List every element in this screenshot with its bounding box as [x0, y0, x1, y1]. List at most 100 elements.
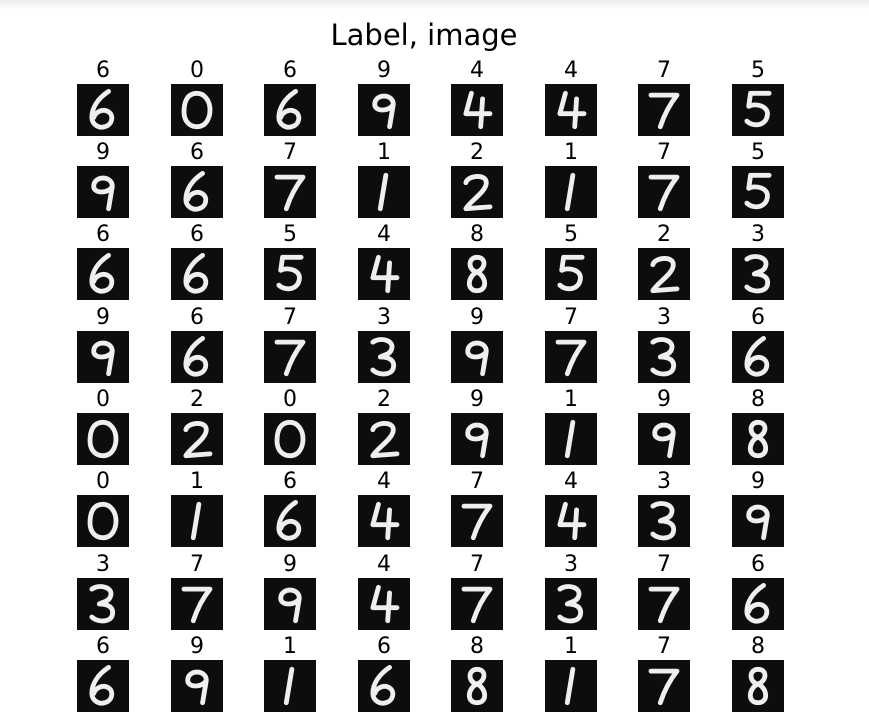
handwritten-digit-2	[463, 174, 493, 212]
handwritten-digit-9	[465, 422, 489, 459]
digit-image	[732, 495, 784, 547]
handwritten-digit-6	[183, 171, 209, 212]
digit-stroke	[183, 336, 209, 377]
digit-stroke	[744, 254, 771, 294]
digit-image	[358, 578, 410, 630]
handwritten-digit-4	[370, 254, 400, 294]
handwritten-digit-9	[278, 587, 302, 624]
cell-label: 5	[283, 222, 297, 247]
handwritten-digit-8	[466, 254, 488, 294]
digit-stroke	[648, 174, 680, 212]
digit-stroke	[465, 422, 489, 459]
digit-stroke	[370, 337, 397, 377]
cell-label: 0	[190, 58, 204, 83]
cell-label: 0	[96, 387, 110, 412]
digit-image	[451, 660, 503, 712]
handwritten-digit-0	[181, 90, 213, 130]
handwritten-digit-7	[648, 174, 680, 212]
digit-image	[732, 660, 784, 712]
digit-image	[171, 248, 223, 300]
cell-label: 9	[470, 305, 484, 330]
digit-image	[77, 578, 129, 630]
handwritten-digit-3	[650, 501, 677, 541]
cell-label: 1	[190, 469, 204, 494]
digit-stroke	[370, 254, 400, 294]
digit-image	[451, 495, 503, 547]
cell-label: 4	[564, 58, 578, 83]
digit-stroke	[89, 665, 115, 706]
digit-image	[545, 578, 597, 630]
digit-stroke	[181, 90, 213, 130]
handwritten-digit-7	[274, 339, 306, 377]
handwritten-digit-7	[648, 668, 680, 706]
cell-label: 4	[377, 222, 391, 247]
digit-image	[545, 166, 597, 218]
digit-image	[451, 331, 503, 383]
handwritten-digit-6	[89, 89, 115, 130]
cell-label: 7	[657, 58, 671, 83]
cell-label: 9	[657, 387, 671, 412]
cell-label: 4	[377, 552, 391, 577]
digit-stroke	[463, 90, 493, 130]
cell-label: 2	[657, 222, 671, 247]
digit-stroke	[650, 337, 677, 377]
cell-label: 7	[657, 140, 671, 165]
cell-label: 8	[470, 634, 484, 659]
digit-image	[171, 495, 223, 547]
cell-label: 2	[377, 387, 391, 412]
digit-stroke	[370, 665, 396, 706]
cell-label: 1	[283, 634, 297, 659]
digit-image	[732, 84, 784, 136]
handwritten-digit-9	[185, 669, 209, 706]
digit-stroke	[463, 174, 493, 212]
handwritten-digit-6	[89, 665, 115, 706]
digit-image	[545, 413, 597, 465]
digit-image	[264, 495, 316, 547]
digit-stroke	[276, 500, 302, 541]
handwritten-digit-5	[744, 90, 772, 128]
digit-stroke	[564, 666, 576, 706]
digit-image	[545, 331, 597, 383]
handwritten-digit-6	[276, 500, 302, 541]
digit-image	[358, 413, 410, 465]
digit-image	[264, 413, 316, 465]
handwritten-digit-3	[89, 584, 116, 624]
cell-label: 9	[283, 552, 297, 577]
cell-label: 1	[377, 140, 391, 165]
cell-label: 3	[377, 305, 391, 330]
digit-image	[264, 331, 316, 383]
digit-image	[451, 413, 503, 465]
handwritten-digit-4	[370, 501, 400, 541]
cell-label: 6	[96, 222, 110, 247]
digit-image	[638, 413, 690, 465]
digit-stroke	[557, 501, 587, 541]
digit-stroke	[557, 90, 587, 130]
digit-image	[264, 84, 316, 136]
handwritten-digit-7	[461, 503, 493, 541]
digit-stroke	[185, 669, 209, 706]
handwritten-digit-9	[746, 504, 770, 541]
digit-image	[358, 248, 410, 300]
cell-label: 3	[751, 222, 765, 247]
cell-label: 2	[190, 387, 204, 412]
digit-stroke	[652, 422, 676, 459]
cell-label: 0	[96, 469, 110, 494]
cell-label: 7	[470, 552, 484, 577]
digit-image	[171, 166, 223, 218]
digit-stroke	[91, 175, 115, 212]
digit-stroke	[91, 340, 115, 377]
digit-stroke	[278, 587, 302, 624]
digit-stroke	[283, 666, 295, 706]
handwritten-digit-3	[557, 584, 584, 624]
handwritten-digit-5	[276, 254, 304, 292]
digit-image	[638, 495, 690, 547]
digit-stroke	[183, 421, 213, 459]
cell-label: 6	[751, 552, 765, 577]
digit-stroke	[564, 419, 576, 459]
handwritten-digit-6	[370, 665, 396, 706]
cell-label: 7	[283, 140, 297, 165]
handwritten-digit-7	[648, 92, 680, 130]
handwritten-digit-5	[744, 172, 772, 210]
digit-stroke	[648, 586, 680, 624]
cell-label: 8	[470, 222, 484, 247]
